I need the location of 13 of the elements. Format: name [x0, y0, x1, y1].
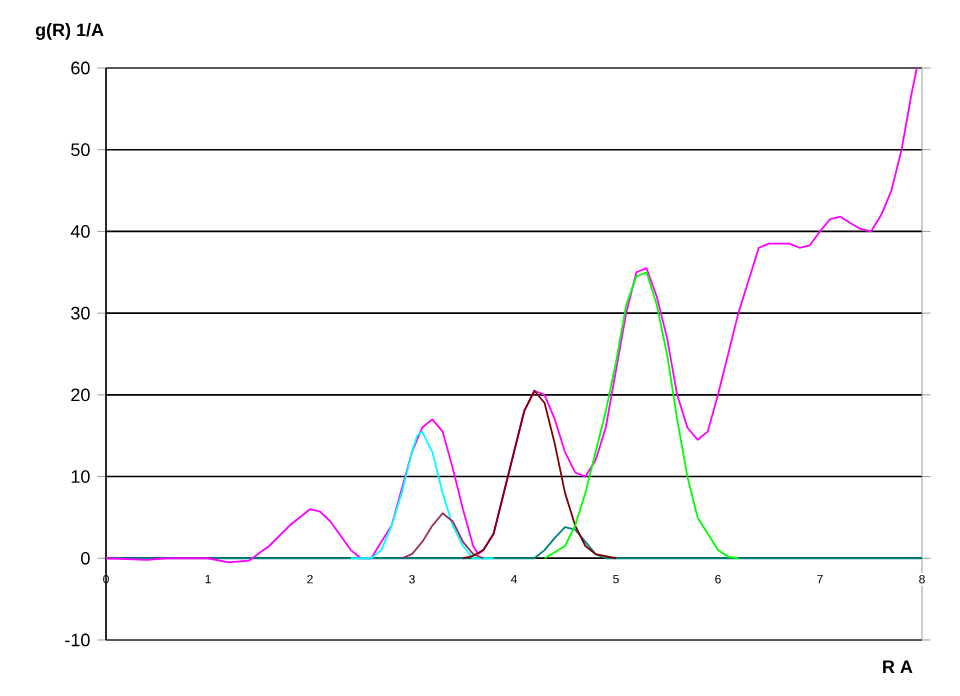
- y-tick-label: 0: [81, 551, 90, 565]
- line-series: [543, 271, 740, 560]
- y-tick-label: 20: [71, 388, 90, 402]
- y-tick-label: 30: [71, 306, 90, 320]
- y-tick-label: 60: [71, 61, 90, 75]
- line-series: [400, 512, 485, 560]
- y-tick-label: 50: [71, 143, 90, 157]
- y-tick-label: -10: [65, 633, 90, 647]
- line-series: [349, 430, 495, 560]
- y-axis-title: g(R) 1/A: [35, 23, 104, 40]
- y-tick-label: 40: [70, 225, 90, 238]
- y-tick-label: 10: [71, 470, 90, 483]
- x-axis-title: R A: [883, 660, 913, 673]
